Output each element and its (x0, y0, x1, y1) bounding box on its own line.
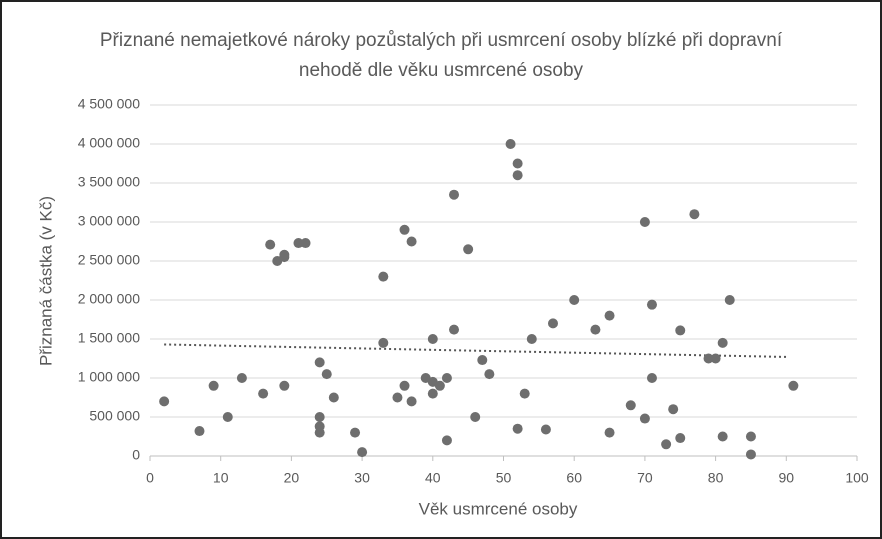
chart-title: Přiznané nemajetkové nároky pozůstalých … (99, 30, 783, 81)
data-point (470, 412, 481, 422)
x-tick-label: 40 (425, 470, 441, 486)
data-point (258, 388, 269, 399)
data-point (236, 373, 247, 383)
data-point (314, 412, 325, 422)
x-tick-label: 80 (708, 470, 724, 486)
data-point (540, 424, 551, 435)
data-point (717, 431, 728, 442)
data-point (350, 427, 361, 438)
data-point (392, 392, 403, 403)
data-point (449, 324, 460, 335)
data-point (604, 427, 615, 438)
data-point (314, 357, 325, 368)
data-point (661, 439, 672, 450)
data-point (646, 299, 657, 310)
data-point (194, 426, 205, 437)
data-point (279, 249, 290, 260)
data-point (222, 412, 233, 422)
x-axis-label: Věk usmrcené osoby (419, 499, 578, 518)
x-tick-label: 50 (496, 470, 512, 486)
data-point (675, 433, 686, 444)
data-point (441, 373, 452, 383)
data-point (314, 427, 325, 438)
data-point (569, 295, 580, 305)
data-point (590, 324, 601, 335)
data-point (484, 369, 495, 380)
data-point (519, 388, 530, 399)
x-tick-label: 20 (284, 470, 300, 486)
y-tick-label: 500 000 (89, 408, 140, 424)
y-tick-label: 2 500 000 (78, 252, 140, 268)
data-point (512, 158, 523, 169)
x-tick-label: 60 (566, 470, 582, 486)
data-point (279, 380, 290, 391)
data-point (463, 244, 474, 255)
x-tick-label: 10 (213, 470, 229, 486)
data-point (477, 355, 488, 366)
x-tick-label: 100 (845, 470, 869, 486)
data-point (526, 334, 537, 344)
data-point (378, 337, 389, 348)
data-point (441, 435, 452, 446)
data-point (745, 431, 756, 442)
trendline (164, 343, 787, 358)
x-tick-label: 30 (354, 470, 370, 486)
data-point (668, 404, 679, 415)
data-point (434, 380, 445, 391)
data-point (406, 396, 417, 407)
data-point (625, 400, 636, 411)
y-tick-label: 3 000 000 (78, 213, 140, 229)
data-point (265, 239, 276, 250)
y-tick-label: 2 000 000 (78, 291, 140, 307)
data-point (399, 224, 410, 235)
data-point (512, 170, 523, 181)
data-point (208, 380, 219, 391)
data-point (449, 189, 460, 200)
data-point (406, 236, 417, 247)
data-point (328, 392, 339, 403)
x-tick-label: 90 (779, 470, 795, 486)
data-point (717, 337, 728, 348)
data-point (710, 353, 721, 364)
y-tick-label: 4 000 000 (78, 135, 140, 151)
data-point (512, 423, 523, 434)
data-point (724, 295, 735, 305)
y-tick-label: 1 000 000 (78, 369, 140, 385)
data-point (745, 449, 756, 460)
data-point (505, 139, 516, 149)
data-point (604, 310, 615, 321)
data-point (639, 217, 650, 227)
data-point (357, 447, 368, 458)
y-tick-label: 3 500 000 (78, 174, 140, 190)
data-point (378, 271, 389, 282)
data-point (646, 373, 657, 383)
data-point (675, 325, 686, 336)
data-point (159, 396, 170, 407)
y-tick-label: 0 (132, 447, 140, 463)
data-point (427, 388, 438, 399)
data-point (427, 334, 438, 344)
y-tick-label: 1 500 000 (78, 330, 140, 346)
data-point (639, 413, 650, 424)
data-point (788, 380, 799, 391)
data-point (689, 209, 700, 220)
data-point (293, 238, 304, 249)
x-tick-label: 0 (146, 470, 154, 486)
data-point (399, 380, 410, 391)
data-point (703, 353, 714, 364)
x-tick-label: 70 (637, 470, 653, 486)
y-tick-label: 4 500 000 (78, 96, 140, 112)
y-axis-label: Přiznaná částka (v Kč) (36, 196, 55, 366)
data-point (300, 238, 311, 249)
data-point (547, 318, 558, 329)
data-point (321, 369, 332, 380)
